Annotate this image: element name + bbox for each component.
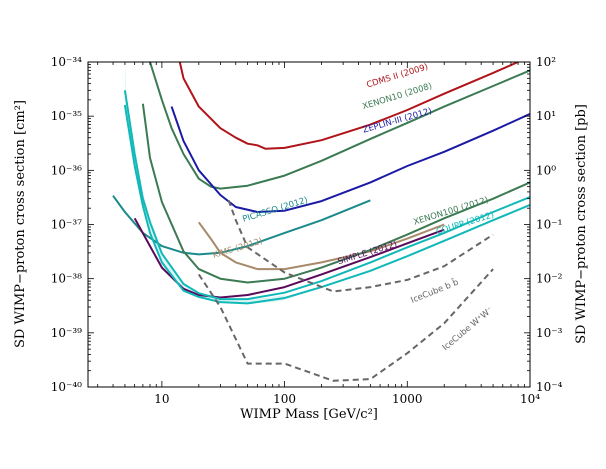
x-tick-label: 100: [273, 392, 296, 406]
y-tick-label-right: 10⁰: [536, 163, 556, 177]
y-tick-label-right: 10⁻¹: [536, 218, 562, 232]
series-label-icecube-w-w: IceCube W⁺W⁻: [441, 305, 496, 353]
y-tick-label-right: 10⁻³: [536, 326, 563, 340]
y-tick-label-left: 10⁻³⁹: [51, 326, 82, 340]
series-line-icecube-w-w: [197, 268, 494, 382]
series-line-coupp-lower: [123, 104, 530, 305]
series-line-picasso-2012: [112, 195, 371, 256]
x-tick-label: 1000: [392, 392, 423, 406]
y-tick-label-left: 10⁻³⁸: [51, 272, 82, 286]
y-tick-label-right: 10¹: [536, 109, 556, 123]
y-tick-label-left: 10⁻³⁵: [51, 109, 82, 123]
y-tick-label-right: 10⁻²: [536, 272, 563, 286]
x-tick-label: 10: [154, 392, 169, 406]
x-tick-label: 10⁴: [520, 392, 540, 406]
series-label-icecube-bb: IceCube b b̄: [409, 276, 460, 306]
y-tick-label-left: 10⁻⁴⁰: [51, 380, 82, 394]
series-line-simple-2012: [133, 217, 445, 299]
x-axis-label: WIMP Mass [GeV/c²]: [240, 407, 378, 422]
series-line-xenon100-2012: [141, 103, 530, 284]
series-label-kims-2012: KIMS (2012): [212, 236, 264, 261]
series-line-zeplin-iii-2012: [170, 106, 530, 213]
series-line-icecube-bb: [227, 199, 494, 293]
y-axis-label-left: SD WIMP−proton cross section [cm²]: [13, 100, 28, 348]
series-line-coupp-2012: [123, 90, 530, 301]
y-axis-label-right: SD WIMP−proton cross section [pb]: [574, 104, 589, 344]
y-tick-label-left: 10⁻³⁶: [51, 163, 82, 177]
series-line-cdms-ii-2009: [178, 62, 519, 150]
y-tick-label-left: 10⁻³⁴: [51, 55, 82, 69]
series-line-xenon10-2008: [149, 62, 530, 190]
series-label-zeplin-iii-2012: ZEPLIN-III (2012): [362, 106, 433, 135]
y-tick-label-right: 10⁻⁴: [536, 380, 563, 394]
series-line-kims-2012: [197, 221, 445, 271]
y-tick-label-right: 10²: [536, 55, 556, 69]
y-tick-label-left: 10⁻³⁷: [51, 218, 82, 232]
